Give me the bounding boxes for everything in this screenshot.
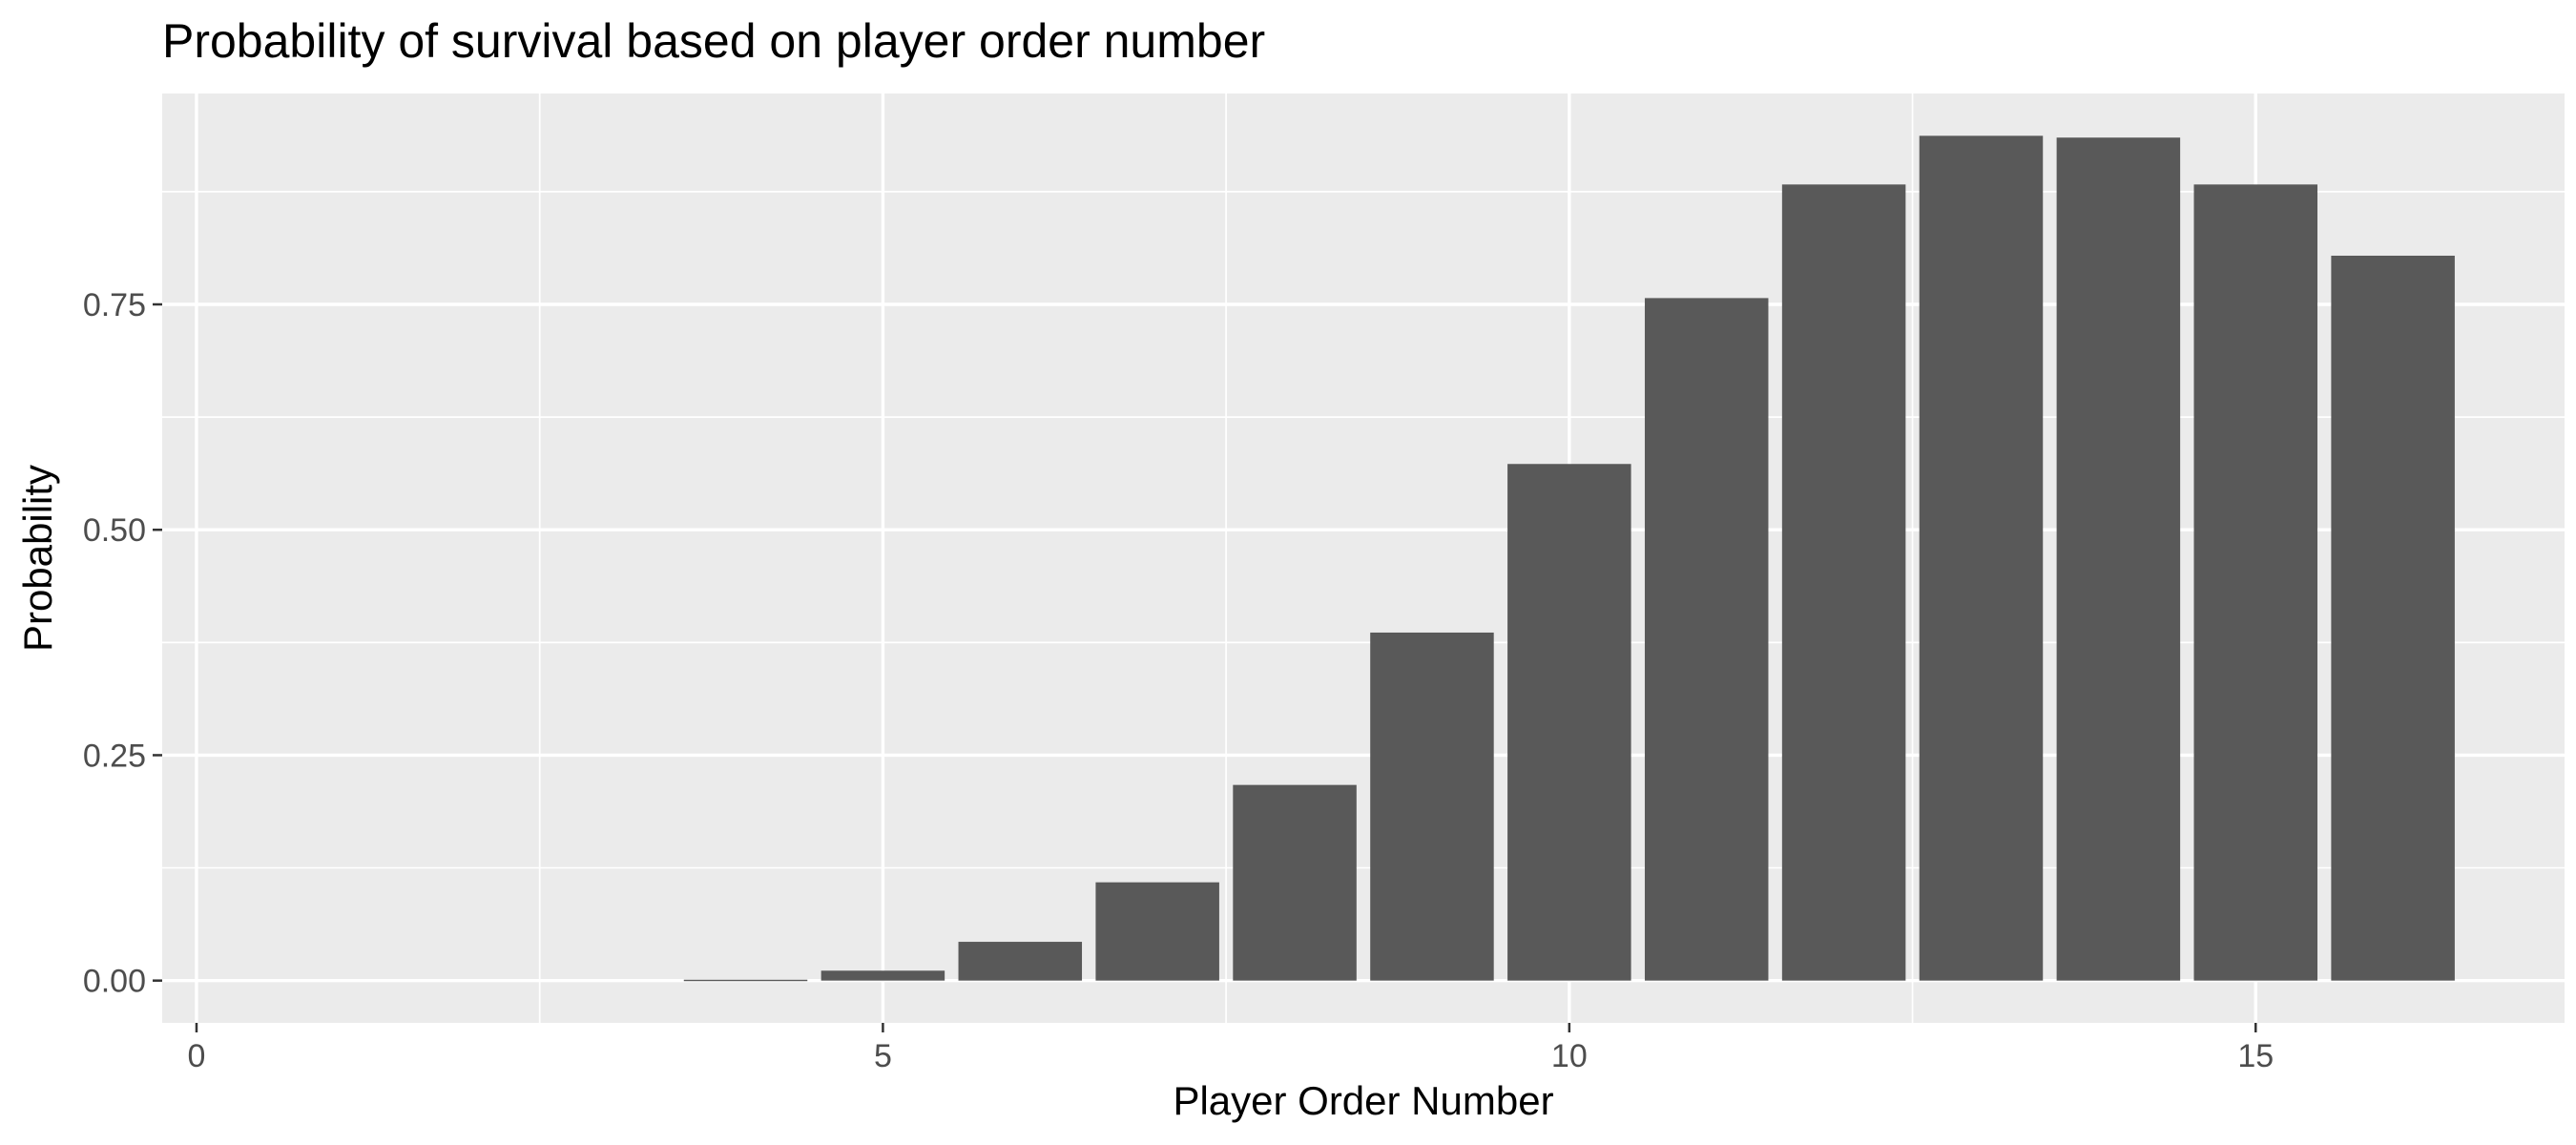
- x-tick-label: 10: [1551, 1038, 1588, 1074]
- x-tick-label: 15: [2237, 1038, 2274, 1074]
- bar-7: [1095, 882, 1219, 981]
- x-axis: 0 5 10 15: [188, 1023, 2274, 1074]
- x-tick-label: 0: [188, 1038, 206, 1074]
- bar-13: [1919, 135, 2044, 981]
- y-tick-label: 0.75: [83, 287, 146, 323]
- bar-6: [958, 942, 1083, 981]
- y-tick-label: 0.50: [83, 512, 146, 549]
- y-tick-label: 0.25: [83, 738, 146, 774]
- bars: [683, 135, 2455, 982]
- x-axis-title: Player Order Number: [1173, 1078, 1553, 1123]
- bar-10: [1507, 464, 1631, 981]
- y-tick-label: 0.00: [83, 964, 146, 1000]
- chart-title: Probability of survival based on player …: [162, 14, 1265, 68]
- bar-8: [1233, 784, 1357, 981]
- x-tick-label: 5: [874, 1038, 892, 1074]
- bar-9: [1370, 632, 1494, 981]
- bar-4: [683, 979, 808, 982]
- bar-16: [2331, 255, 2455, 981]
- y-axis-title: Probability: [15, 465, 60, 652]
- bar-11: [1644, 298, 1769, 981]
- bar-14: [2056, 137, 2181, 981]
- bar-12: [1781, 184, 1906, 981]
- y-axis: 0.00 0.25 0.50 0.75: [83, 287, 162, 1000]
- bar-5: [821, 970, 945, 981]
- bar-15: [2193, 184, 2318, 981]
